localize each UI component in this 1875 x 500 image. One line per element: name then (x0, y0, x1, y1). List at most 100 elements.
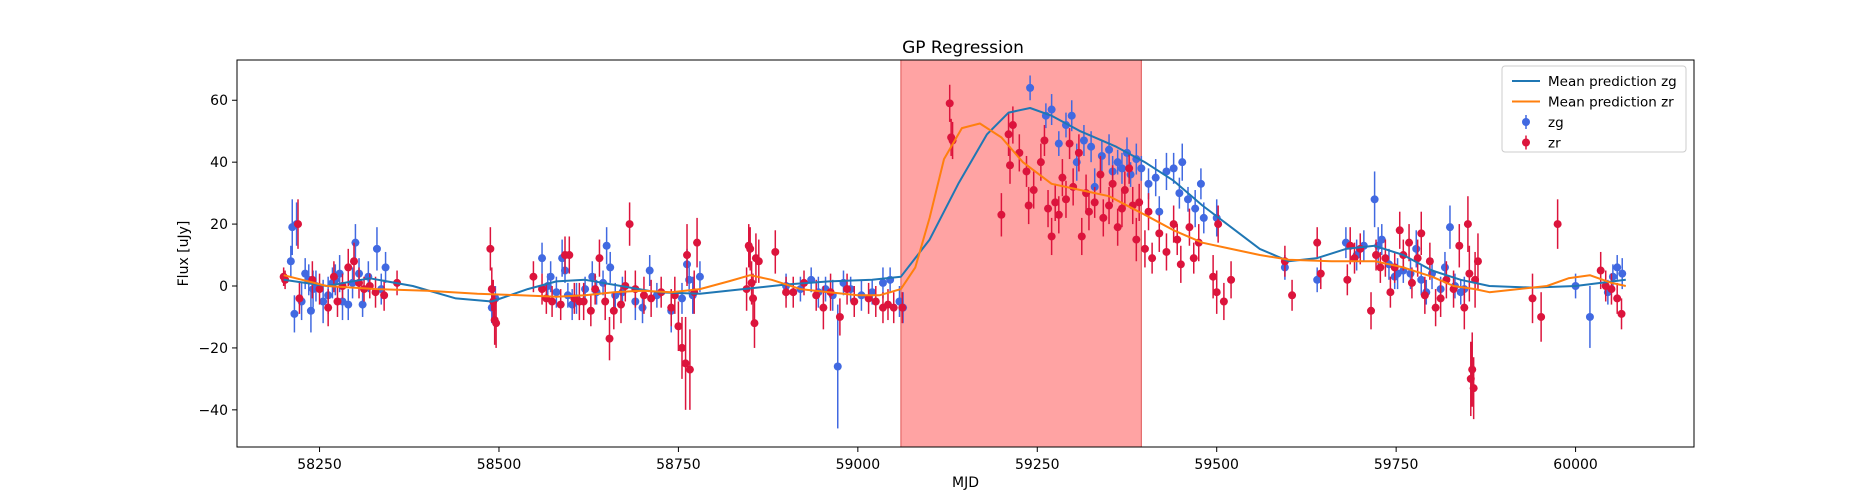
data-point-zr (1425, 242, 1434, 280)
data-point-zr (486, 227, 495, 271)
data-point-zr (1185, 208, 1194, 246)
data-point-zg (677, 282, 686, 314)
data-point-zr (812, 279, 821, 311)
data-point-zr (1108, 165, 1117, 203)
data-point-zr (771, 230, 780, 274)
data-point-zr (1372, 239, 1381, 271)
y-tick-label: 20 (210, 217, 228, 233)
data-point-zr (750, 298, 759, 348)
data-point-zr (625, 202, 634, 246)
plot-frame (236, 59, 1695, 448)
data-point-zr (1343, 264, 1352, 296)
shaded-region (900, 59, 1142, 448)
data-point-zr (683, 224, 692, 287)
legend-item-zg: zg (1522, 115, 1564, 131)
data-point-zr (1140, 230, 1149, 268)
data-point-zr (1381, 239, 1390, 277)
data-point-zr (1173, 224, 1182, 256)
data-point-zg (546, 261, 555, 293)
data-point-zr (1436, 279, 1445, 317)
data-point-zg (372, 227, 381, 271)
data-point-zg (1151, 159, 1160, 197)
data-point-zg (606, 251, 615, 283)
data-point-zr (1537, 292, 1546, 342)
data-point-zr (789, 276, 798, 308)
data-point-zr (674, 301, 683, 352)
data-point-zg (1313, 267, 1322, 293)
data-point-zg (351, 224, 360, 262)
data-point-zr (1553, 199, 1562, 249)
data-point-zg (1113, 149, 1122, 175)
data-point-zr (1455, 224, 1464, 268)
data-point-zr (1113, 208, 1122, 246)
prediction-lines (283, 107, 1627, 303)
data-point-zr (1148, 242, 1157, 274)
data-point-zr (1040, 125, 1049, 156)
data-point-zr (685, 329, 694, 410)
data-point-zr (1144, 193, 1153, 231)
data-point-zr (1212, 270, 1221, 314)
data-point-zr (344, 248, 353, 287)
data-point-zr (1105, 186, 1114, 225)
data-point-zr (871, 286, 880, 317)
y-tick-label: 0 (219, 279, 228, 295)
data-point-zr (1376, 251, 1385, 283)
data-point-zg (1445, 205, 1454, 249)
data-point-zr (1367, 292, 1376, 330)
data-point-zg (1175, 177, 1184, 209)
legend-label: Mean prediction zr (1548, 95, 1674, 111)
data-point-zr (754, 239, 763, 283)
data-point-zr (1313, 227, 1322, 259)
data-point-zr (565, 236, 574, 274)
data-point-zg (833, 304, 842, 429)
data-point-zr (1473, 233, 1482, 290)
data-point-zg (1191, 190, 1200, 228)
data-point-zg (1047, 94, 1056, 126)
x-tick-label: 60000 (1553, 457, 1598, 473)
data-point-zr (639, 276, 648, 314)
data-point-zr (295, 282, 304, 314)
data-point-zr (1058, 159, 1067, 197)
data-point-zr (647, 279, 656, 317)
data-point-zg (1117, 152, 1126, 184)
data-point-zr (1316, 258, 1325, 290)
legend-label: zr (1548, 136, 1561, 152)
data-point-zr (1117, 190, 1126, 228)
legend-item-mean-prediction-zg: Mean prediction zg (1512, 74, 1677, 90)
y-axis: −40 −20 0 20 40 60 (198, 93, 237, 419)
data-point-zr (548, 286, 557, 317)
data-point-zr (1155, 214, 1164, 252)
data-point-zr (1169, 205, 1178, 243)
data-point-zr (1528, 273, 1537, 324)
data-point-zr (1227, 261, 1236, 299)
data-point-zr (782, 276, 791, 308)
data-point-zr (1096, 155, 1105, 194)
data-point-zr (1460, 286, 1469, 330)
data-point-zr (591, 273, 600, 305)
data-point-zr (1176, 245, 1185, 283)
data-point-zr (898, 292, 907, 324)
data-point-zg (306, 289, 315, 333)
data-point-zg (1196, 168, 1205, 200)
data-point-zr (1099, 199, 1108, 237)
data-point-zr (1219, 282, 1228, 321)
legend: Mean prediction zg Mean prediction zr zg zr (1501, 65, 1687, 153)
data-point-zg (358, 292, 367, 317)
data-point-zr (556, 289, 565, 321)
data-point-zg (895, 286, 904, 317)
data-point-zg (1585, 286, 1594, 348)
data-point-zg (602, 227, 611, 265)
data-point-zr (1189, 242, 1198, 274)
data-point-zr (681, 316, 690, 410)
data-point-zr (595, 239, 604, 277)
data-point-zg (1613, 255, 1622, 280)
data-point-zr (1065, 128, 1074, 160)
data-point-zr (605, 316, 614, 361)
data-point-zr (1077, 217, 1086, 256)
data-point-zg (886, 267, 895, 293)
data-point-zg (1183, 186, 1192, 212)
data-point-zr (333, 286, 342, 317)
data-point-zr (579, 282, 588, 321)
x-tick-label: 58750 (656, 457, 701, 473)
